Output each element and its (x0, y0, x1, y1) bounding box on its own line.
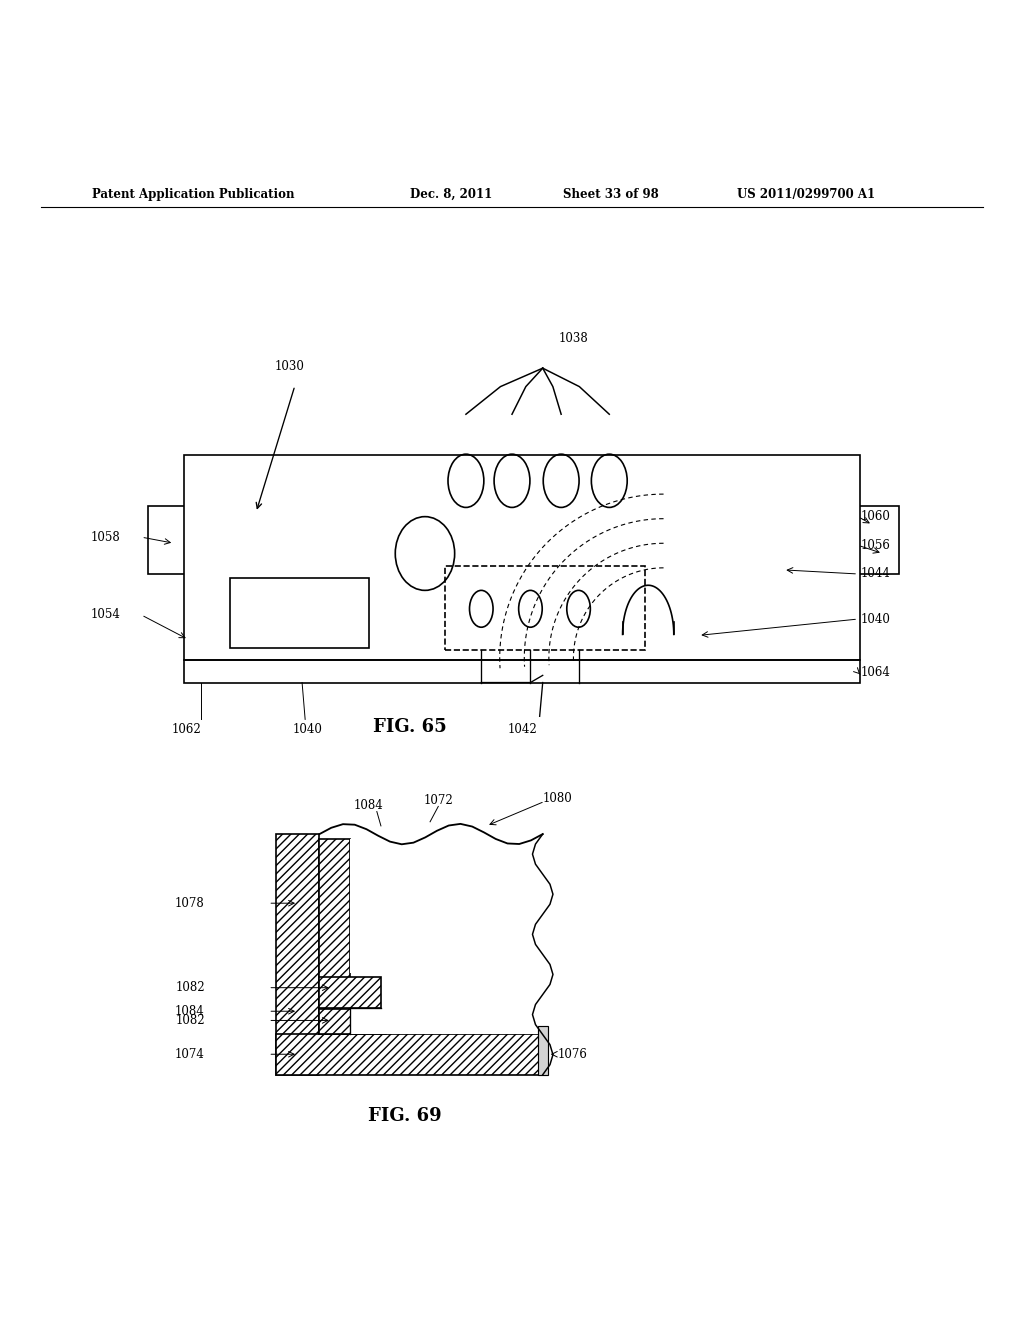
Text: Sheet 33 of 98: Sheet 33 of 98 (563, 187, 659, 201)
Text: 1054: 1054 (91, 609, 121, 622)
Bar (319, 977, 381, 1008)
Text: 1056: 1056 (860, 539, 890, 552)
Text: 1082: 1082 (175, 981, 205, 994)
Text: 1078: 1078 (175, 896, 205, 909)
Text: 1030: 1030 (274, 360, 305, 374)
Text: Patent Application Publication: Patent Application Publication (92, 187, 295, 201)
Text: 1060: 1060 (860, 510, 890, 523)
Text: FIG. 65: FIG. 65 (373, 718, 446, 735)
Text: 1076: 1076 (558, 1048, 588, 1061)
Text: 1082: 1082 (175, 1014, 205, 1027)
Bar (276, 1034, 543, 1074)
Bar (350, 1008, 538, 1034)
Text: FIG. 69: FIG. 69 (368, 1106, 441, 1125)
Text: 1040: 1040 (860, 612, 890, 626)
Bar (319, 840, 350, 1034)
Text: 1042: 1042 (507, 723, 538, 737)
Text: 1062: 1062 (171, 723, 202, 737)
Bar (538, 1026, 548, 1074)
Text: 1072: 1072 (423, 793, 454, 807)
Text: Dec. 8, 2011: Dec. 8, 2011 (410, 187, 492, 201)
Text: 1064: 1064 (860, 665, 890, 678)
Bar (445, 566, 645, 649)
Bar (276, 834, 319, 1074)
Text: 1058: 1058 (91, 531, 121, 544)
Text: 1080: 1080 (543, 792, 572, 805)
Text: 1074: 1074 (175, 1048, 205, 1061)
Bar (319, 1010, 386, 1034)
Text: 1084: 1084 (175, 1005, 205, 1018)
Text: 1040: 1040 (292, 723, 323, 737)
Bar (230, 578, 369, 648)
Bar (350, 840, 538, 973)
Text: 1044: 1044 (860, 568, 890, 581)
Text: US 2011/0299700 A1: US 2011/0299700 A1 (737, 187, 876, 201)
Text: 1038: 1038 (558, 331, 589, 345)
Text: 1084: 1084 (353, 799, 384, 812)
